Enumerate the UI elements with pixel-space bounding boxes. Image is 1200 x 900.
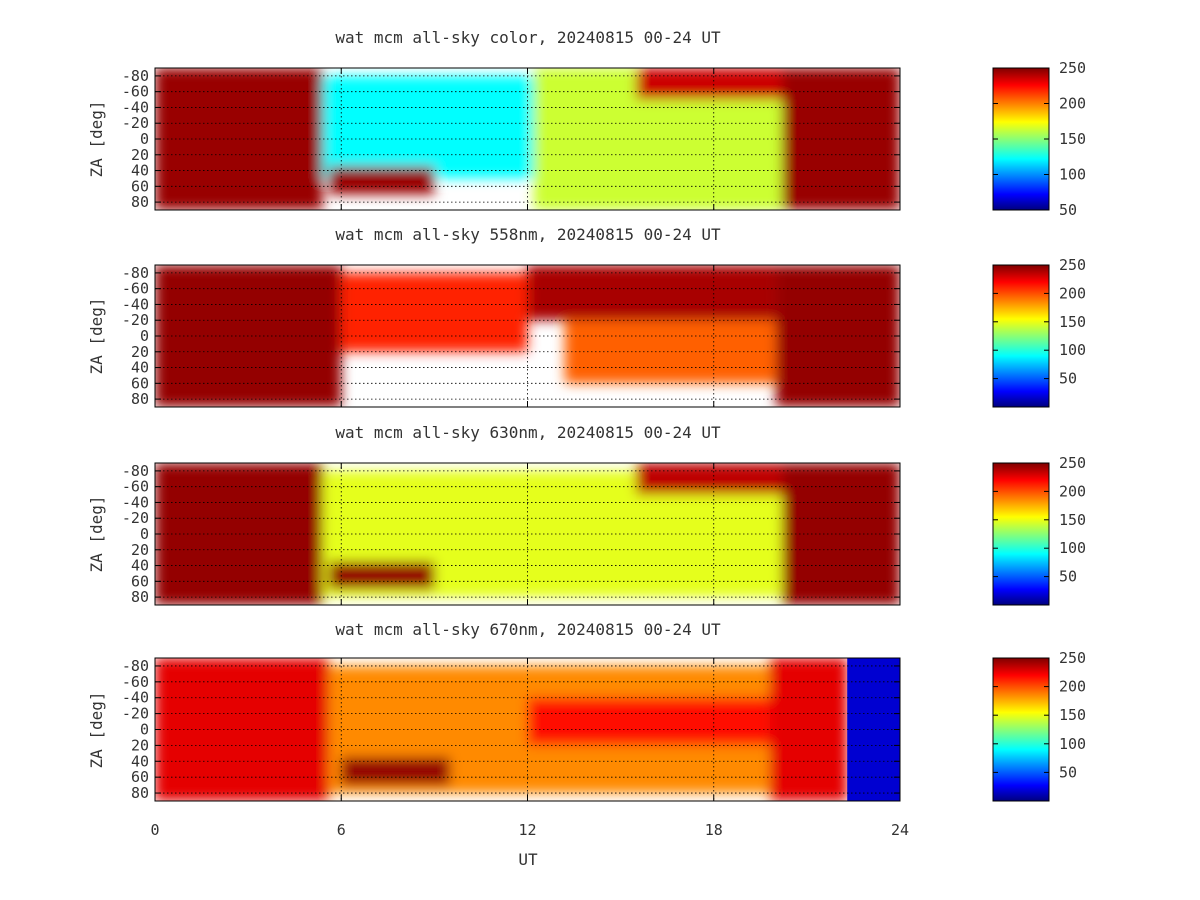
- colorbar-tick-label: 250: [1059, 59, 1086, 77]
- colorbar-tick-label: 50: [1059, 201, 1077, 219]
- heatmap-cell: [328, 166, 435, 195]
- colorbar-gradient: [992, 264, 1050, 408]
- y-tick-label: -40: [122, 295, 149, 313]
- panel-558nm: wat mcm all-sky 558nm, 20240815 00-24 UT…: [87, 225, 1086, 408]
- colorbar-tick-label: 100: [1059, 539, 1086, 557]
- heatmap-cell: [636, 463, 783, 495]
- heatmap-cell: [328, 561, 435, 590]
- y-tick-label: 0: [140, 327, 149, 345]
- x-tick-label: 24: [891, 821, 909, 839]
- y-tick-label: -60: [122, 478, 149, 496]
- y-tick-label: 40: [131, 359, 149, 377]
- y-tick-label: -20: [122, 114, 149, 132]
- colorbar: 250 200 150 100 50: [992, 59, 1086, 219]
- panel-title: wat mcm all-sky color, 20240815 00-24 UT: [335, 28, 721, 47]
- y-tick-label: 80: [131, 588, 149, 606]
- panel-670nm: wat mcm all-sky 670nm, 20240815 00-24 UT…: [87, 620, 1086, 869]
- heatmap-cell: [527, 265, 776, 321]
- y-tick-label: 0: [140, 721, 149, 739]
- y-tick-label: -80: [122, 657, 149, 675]
- y-tick-label: 20: [131, 736, 149, 754]
- colorbar-gradient: [992, 462, 1050, 606]
- y-tick-label: -60: [122, 673, 149, 691]
- colorbar-tick-label: 100: [1059, 735, 1086, 753]
- y-axis-label: ZA [deg]: [87, 495, 106, 572]
- heatmap-cell: [527, 697, 770, 746]
- y-tick-label: 20: [131, 146, 149, 164]
- colorbar-gradient: [992, 657, 1050, 802]
- colorbar: 250 200 150 100 50: [992, 649, 1086, 802]
- heatmap-cell: [775, 265, 900, 407]
- x-tick-label: 6: [337, 821, 346, 839]
- heatmap-area: [155, 265, 900, 407]
- y-tick-label: -40: [122, 493, 149, 511]
- x-tick-label: 12: [518, 821, 536, 839]
- y-tick-label: 40: [131, 557, 149, 575]
- colorbar-tick-label: 200: [1059, 482, 1086, 500]
- colorbar-tick-label: 200: [1059, 95, 1086, 113]
- colorbar-tick-label: 150: [1059, 130, 1086, 148]
- heatmap-cell: [341, 757, 450, 786]
- colorbar-tick-label: 100: [1059, 341, 1086, 359]
- panel-630nm: wat mcm all-sky 630nm, 20240815 00-24 UT…: [87, 423, 1086, 606]
- y-tick-label: 80: [131, 784, 149, 802]
- heatmap-cell: [155, 68, 323, 210]
- y-tick-label: 20: [131, 343, 149, 361]
- y-tick-label: -20: [122, 311, 149, 329]
- colorbar-tick-label: 250: [1059, 454, 1086, 472]
- y-tick-label: -40: [122, 98, 149, 116]
- colorbar-tick-label: 50: [1059, 568, 1077, 586]
- colorbar-gradient: [992, 67, 1050, 211]
- colorbar-tick-label: 50: [1059, 370, 1077, 388]
- heatmap-cell: [155, 658, 329, 801]
- y-tick-label: 80: [131, 390, 149, 408]
- y-tick-label: 0: [140, 525, 149, 543]
- y-tick-label: -60: [122, 83, 149, 101]
- y-tick-label: 80: [131, 193, 149, 211]
- panel-color: wat mcm all-sky color, 20240815 00-24 UT…: [87, 28, 1086, 219]
- heatmap-cell: [155, 463, 323, 605]
- colorbar-tick-label: 250: [1059, 256, 1086, 274]
- colorbar-tick-label: 150: [1059, 706, 1086, 724]
- colorbar-tick-label: 100: [1059, 166, 1086, 184]
- colorbar: 250 200 150 100 50: [992, 454, 1086, 606]
- y-tick-label: -80: [122, 67, 149, 85]
- y-tick-label: -60: [122, 280, 149, 298]
- panel-title: wat mcm all-sky 558nm, 20240815 00-24 UT: [335, 225, 721, 244]
- colorbar-tick-label: 250: [1059, 649, 1086, 667]
- panel-title: wat mcm all-sky 670nm, 20240815 00-24 UT: [335, 620, 721, 639]
- colorbar-tick-label: 200: [1059, 678, 1086, 696]
- y-axis-label: ZA [deg]: [87, 100, 106, 177]
- y-tick-label: -20: [122, 705, 149, 723]
- y-tick-label: 40: [131, 162, 149, 180]
- y-tick-label: 60: [131, 374, 149, 392]
- y-tick-label: 60: [131, 572, 149, 590]
- y-tick-label: 20: [131, 541, 149, 559]
- heatmap-cell: [341, 272, 528, 352]
- x-axis-label: UT: [518, 850, 538, 869]
- y-tick-label: -80: [122, 462, 149, 480]
- colorbar-tick-label: 200: [1059, 284, 1086, 302]
- heatmap-cell: [636, 68, 783, 100]
- panel-title: wat mcm all-sky 630nm, 20240815 00-24 UT: [335, 423, 721, 442]
- colorbar-tick-label: 150: [1059, 313, 1086, 331]
- x-tick-label: 0: [150, 821, 159, 839]
- colorbar-tick-label: 50: [1059, 763, 1077, 781]
- y-tick-label: -80: [122, 264, 149, 282]
- y-tick-label: 0: [140, 130, 149, 148]
- y-tick-label: 60: [131, 177, 149, 195]
- y-axis-label: ZA [deg]: [87, 297, 106, 374]
- y-tick-label: -40: [122, 689, 149, 707]
- y-tick-label: 40: [131, 752, 149, 770]
- y-tick-label: 60: [131, 768, 149, 786]
- x-tick-label: 18: [705, 821, 723, 839]
- colorbar: 250 200 150 100 50: [992, 256, 1086, 408]
- colorbar-tick-label: 150: [1059, 511, 1086, 529]
- y-axis-label: ZA [deg]: [87, 691, 106, 768]
- y-tick-label: -20: [122, 509, 149, 527]
